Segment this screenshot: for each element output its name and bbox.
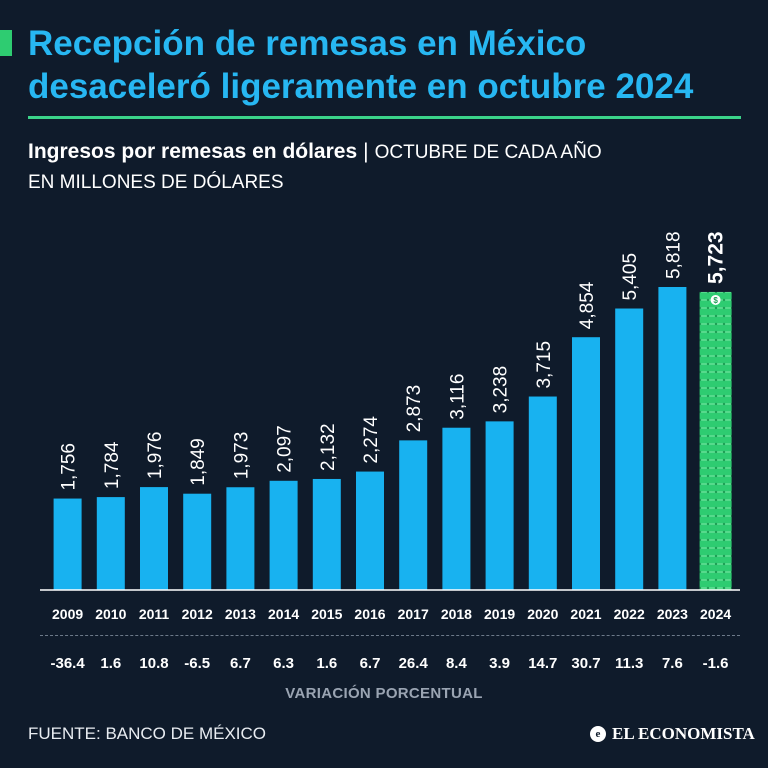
- x-tick-label: 2019: [484, 606, 515, 622]
- pct-change-label: 8.4: [446, 655, 468, 672]
- bar: [572, 337, 600, 590]
- bar-value-label: 5,405: [620, 253, 641, 301]
- bar: [269, 480, 298, 590]
- x-tick-label: 2016: [354, 606, 385, 622]
- bar: [615, 308, 644, 590]
- bar-value-label: 2,097: [275, 425, 296, 473]
- x-tick-label: 2021: [570, 606, 601, 622]
- x-tick-label: 2011: [139, 606, 170, 622]
- bar-value-label: 2,274: [361, 416, 382, 464]
- bar: [140, 487, 168, 590]
- pct-change-label: 7.6: [662, 655, 683, 672]
- brand-logo: e EL ECONOMISTA: [590, 724, 755, 744]
- pct-change-label: 6.7: [230, 655, 251, 672]
- bar-value-label: 1,973: [231, 432, 252, 480]
- bar: [485, 421, 514, 590]
- pct-change-label: 30.7: [571, 655, 600, 672]
- bar-value-label: 1,756: [59, 443, 80, 491]
- e-logo-icon: e: [590, 726, 606, 742]
- divider-dotted: [40, 635, 740, 636]
- x-tick-label: 2012: [182, 606, 213, 622]
- pct-change-label: 10.8: [139, 655, 168, 672]
- source-note: FUENTE: BANCO DE MÉXICO: [28, 724, 267, 743]
- subtitle-note: OCTUBRE DE CADA AÑO: [374, 142, 602, 163]
- subtitle-main: Ingresos por remesas en dólares: [28, 140, 358, 163]
- pct-change-label: -36.4: [50, 655, 85, 672]
- dollar-bill-icon: $: [710, 294, 721, 305]
- bar: [53, 498, 82, 590]
- bar-value-label: 3,715: [534, 341, 555, 389]
- bar-value-label: 5,818: [663, 231, 684, 279]
- bar: [96, 497, 125, 590]
- x-tick-label: 2020: [527, 606, 558, 622]
- bar: [356, 471, 384, 590]
- pct-change-label: 1.6: [100, 655, 121, 672]
- subtitle-separator: |: [363, 140, 369, 163]
- bar-value-label: 1,976: [145, 432, 166, 480]
- x-tick-label: 2024: [700, 606, 731, 622]
- bar: [183, 493, 212, 590]
- bar: [528, 396, 557, 590]
- bar: [658, 287, 687, 590]
- svg-text:$: $: [713, 296, 718, 305]
- pct-change-label: 11.3: [615, 655, 643, 672]
- pct-change-label: -1.6: [703, 655, 729, 672]
- bar: [442, 427, 471, 590]
- bar-value-label: 2,132: [318, 423, 339, 471]
- pct-change-label: 14.7: [528, 655, 557, 672]
- bar: [226, 487, 255, 590]
- bar-value-label: 3,238: [491, 366, 512, 414]
- bar-value-label: 4,854: [577, 281, 598, 329]
- pct-change-label: 26.4: [399, 655, 429, 672]
- x-tick-label: 2009: [52, 606, 83, 622]
- x-tick-label: 2014: [268, 606, 299, 622]
- brand-name: EL ECONOMISTA: [612, 724, 755, 743]
- x-tick-label: 2017: [398, 606, 429, 622]
- unit-label: EN MILLONES DE DÓLARES: [28, 172, 284, 193]
- bar-value-label: 1,849: [188, 438, 209, 486]
- bar-value-label: 5,723: [705, 231, 728, 284]
- x-tick-label: 2018: [441, 606, 472, 622]
- pct-change-label: 3.9: [489, 655, 510, 672]
- x-tick-label: 2015: [311, 606, 342, 622]
- bar-value-label: 2,873: [404, 385, 425, 433]
- pct-row-label: VARIACIÓN PORCENTUAL: [285, 685, 483, 702]
- x-tick-label: 2022: [614, 606, 645, 622]
- x-tick-label: 2023: [657, 606, 688, 622]
- accent-bar: [0, 30, 12, 56]
- pct-change-label: 1.6: [316, 655, 337, 672]
- x-tick-label: 2010: [95, 606, 126, 622]
- chart-subtitle: Ingresos por remesas en dólares | OCTUBRE …: [28, 140, 602, 164]
- chart-title: Recepción de remesas en México desaceler…: [28, 24, 694, 106]
- bar-value-label: 3,116: [447, 374, 468, 420]
- bar: [399, 440, 428, 590]
- bar-highlight: [699, 291, 732, 590]
- title-rule: [28, 116, 741, 119]
- x-tick-label: 2013: [225, 606, 256, 622]
- pct-change-label: 6.7: [360, 655, 381, 672]
- pct-change-label: -6.5: [184, 655, 210, 672]
- pct-change-label: 6.3: [273, 655, 294, 672]
- bar: [312, 478, 341, 590]
- bar-value-label: 1,784: [102, 441, 123, 489]
